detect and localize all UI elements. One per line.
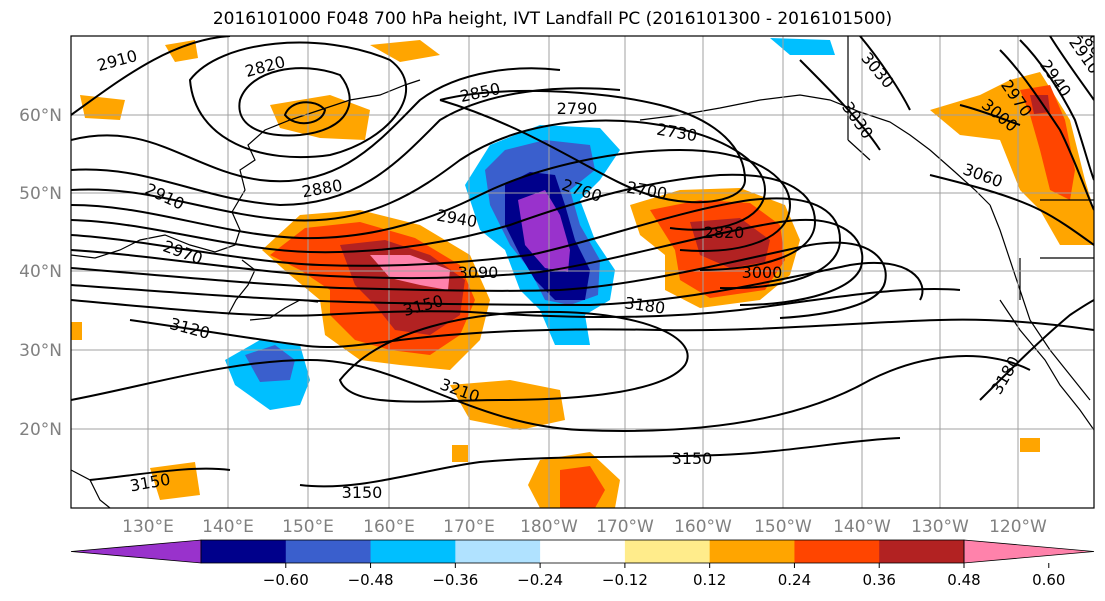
colorbar-extend-low [70,539,202,564]
ivt-positive-area [1020,438,1040,452]
svg-text:3000: 3000 [742,263,783,282]
lon-tick-label: 120°W [989,517,1047,537]
height-contour [283,101,327,125]
colorbar-tick-label: −0.60 [263,571,309,589]
lat-tick-label: 60°N [19,106,62,126]
colorbar-swatch [370,540,456,563]
colorbar-tick-label: 0.36 [863,571,896,589]
height-contour [929,174,1094,246]
height-contour [71,241,887,319]
colorbar-tick-label: 0.60 [1032,571,1065,589]
lon-tick-label: 150°W [754,517,812,537]
lat-tick-label: 30°N [19,341,62,361]
contour-label: 3090 [458,263,499,282]
lat-tick-label: 20°N [19,420,62,440]
height-contour [859,36,911,111]
map-frame [70,35,1095,509]
colorbar-swatch [879,540,965,563]
colorbar-frame [200,539,965,564]
ivt-positive-area [1020,85,1075,200]
height-contour [71,87,621,207]
height-contour [238,67,351,137]
colorbar-swatch [455,540,541,563]
colorbar-tick-label: −0.12 [602,571,648,589]
height-contour [979,299,1094,401]
height-contour [71,355,1031,432]
colorbar-tick-label: 0.48 [947,571,980,589]
ivt-positive-area [370,40,440,62]
height-contour [71,36,231,116]
height-contour [71,288,961,318]
lon-tick-label: 130°E [122,517,174,537]
lon-tick-label: 160°W [674,517,732,537]
contour-label: 3000 [742,263,783,282]
svg-text:3150: 3150 [342,483,383,502]
contour-label: 2790 [557,99,598,118]
colorbar-tick-label: −0.24 [517,571,563,589]
colorbar-swatch [794,540,880,563]
lat-tick-label: 50°N [19,184,62,204]
svg-text:2820: 2820 [704,223,745,242]
ivt-positive-area [71,322,82,340]
height-contour [71,261,924,307]
colorbar-extend-high [963,539,1095,564]
colorbar-swatch [285,540,372,563]
ivt-positive-area [452,445,468,462]
height-contour [1049,36,1094,101]
colorbar-swatch [709,540,795,563]
colorbar-tick-label: 0.12 [693,571,726,589]
height-contour [1019,39,1094,181]
colorbar-tick-label: −0.36 [432,571,478,589]
ivt-negative-area [770,38,835,55]
lon-tick-label: 180°W [520,517,578,537]
colorbar-swatch [624,540,711,563]
lon-tick-label: 150°E [282,517,334,537]
ivt-negative-area [245,345,295,382]
height-contour [71,148,792,252]
ivt-positive-area [165,40,198,62]
ivt-positive-area [690,218,770,268]
contour-label: 2820 [704,223,745,242]
height-contour [799,59,881,151]
height-contour [129,318,1094,349]
lon-tick-label: 170°E [443,517,495,537]
height-contour [188,41,408,159]
axis-tick-labels: 60°N 50°N 40°N 30°N 20°N 130°E 140°E 150°E 160°E… [19,106,1047,537]
height-contours [71,36,1094,488]
colorbar-tick-label: −0.48 [348,571,394,589]
lon-tick-label: 160°E [363,517,415,537]
height-contour [338,310,689,403]
contour-label: 3150 [342,483,383,502]
height-contour [959,104,1021,126]
lon-tick-label: 140°E [202,517,254,537]
ivt-positive-area [450,380,565,430]
height-contour [999,49,1094,211]
height-contour [71,119,767,231]
svg-text:3150: 3150 [672,449,713,468]
colorbar-swatch [540,540,626,563]
ivt-positive-area [560,466,605,508]
lon-tick-label: 170°W [596,517,654,537]
lon-tick-label: 130°W [911,517,969,537]
colorbar-tick-label: 0.24 [778,571,811,589]
height-contour [71,67,561,183]
svg-text:3090: 3090 [458,263,499,282]
ivt-negative-area [518,190,570,272]
height-contour [71,173,817,271]
svg-text:2790: 2790 [557,99,598,118]
height-contour [89,467,231,481]
colorbar-swatch [201,540,287,563]
colorbar: −0.60 −0.48 −0.36 −0.24 −0.12 0.12 0.24 0.36 0.4… [70,539,1095,589]
lon-tick-label: 140°W [833,517,891,537]
figure-title: 2016101000 F048 700 hPa height, IVT Land… [212,9,893,29]
lat-tick-label: 40°N [19,262,62,282]
height-contour [299,437,901,488]
contour-label: 3150 [672,449,713,468]
